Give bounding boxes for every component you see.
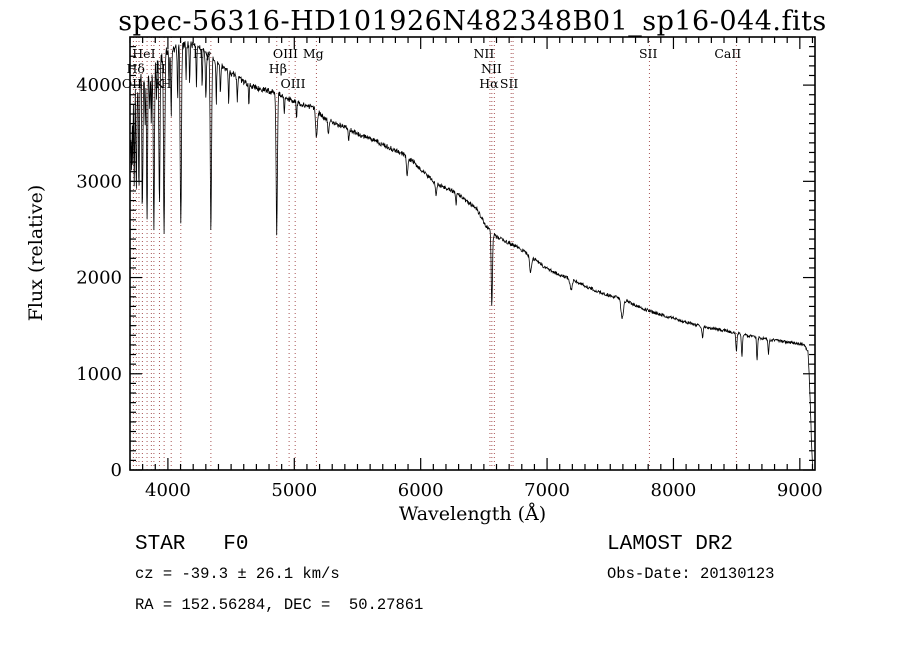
spectral-line-label: Hβ (269, 61, 287, 76)
axis-frame (129, 36, 816, 471)
spectral-line-label: Mg (303, 46, 324, 61)
footer-right: LAMOST DR2 Obs-Date: 20130123 (607, 533, 774, 597)
spectral-line-label: OIII (273, 46, 298, 61)
x-axis-label: Wavelength (Å) (398, 503, 547, 525)
spectral-line-label: K (155, 76, 165, 91)
x-tick-label: 8000 (651, 480, 697, 501)
y-axis-label: Flux (relative) (25, 184, 47, 322)
classification-text: STAR F0 (135, 533, 249, 556)
y-tick-label: 0 (111, 460, 122, 481)
x-tick-label: 4000 (145, 480, 191, 501)
spectral-line-label: Hα (479, 76, 499, 91)
plot-title: spec-56316-HD101926N482348B01_sp16-044.f… (118, 6, 827, 37)
spectral-line-label: CaII (714, 46, 741, 61)
y-tick-label: 2000 (76, 268, 122, 289)
spectral-line-label: OII (122, 76, 142, 91)
spectral-line-label: H (155, 61, 166, 76)
spectrum-path (129, 40, 813, 465)
spectral-line-label: NII (473, 46, 494, 61)
radec-text: RA = 152.56284, DEC = 50.27861 (135, 596, 424, 614)
spectral-line-label: HeI (132, 46, 155, 61)
spectral-line-label: Hγ (193, 46, 211, 61)
spectral-line-label: OIII (281, 76, 306, 91)
x-tick-label: 6000 (398, 480, 444, 501)
spectral-line-label: Hδ (126, 61, 144, 76)
spectral-line-label: H (161, 76, 172, 91)
obsdate-text: Obs-Date: 20130123 (607, 565, 775, 583)
x-tick-label: 7000 (524, 480, 570, 501)
survey-text: LAMOST DR2 (607, 533, 734, 556)
cz-text: cz = -39.3 ± 26.1 km/s (135, 565, 340, 583)
footer-left: STAR F0 cz = -39.3 ± 26.1 km/s RA = 152.… (135, 533, 423, 628)
x-tick-label: 5000 (271, 480, 317, 501)
x-tick-label: 9000 (777, 480, 823, 501)
y-tick-label: 1000 (76, 364, 122, 385)
spectral-line-label: SII (500, 76, 519, 91)
y-tick-label: 4000 (76, 75, 122, 96)
spectral-line-label: NII (481, 61, 502, 76)
y-tick-label: 3000 (76, 171, 122, 192)
spectral-line-label: SII (639, 46, 658, 61)
